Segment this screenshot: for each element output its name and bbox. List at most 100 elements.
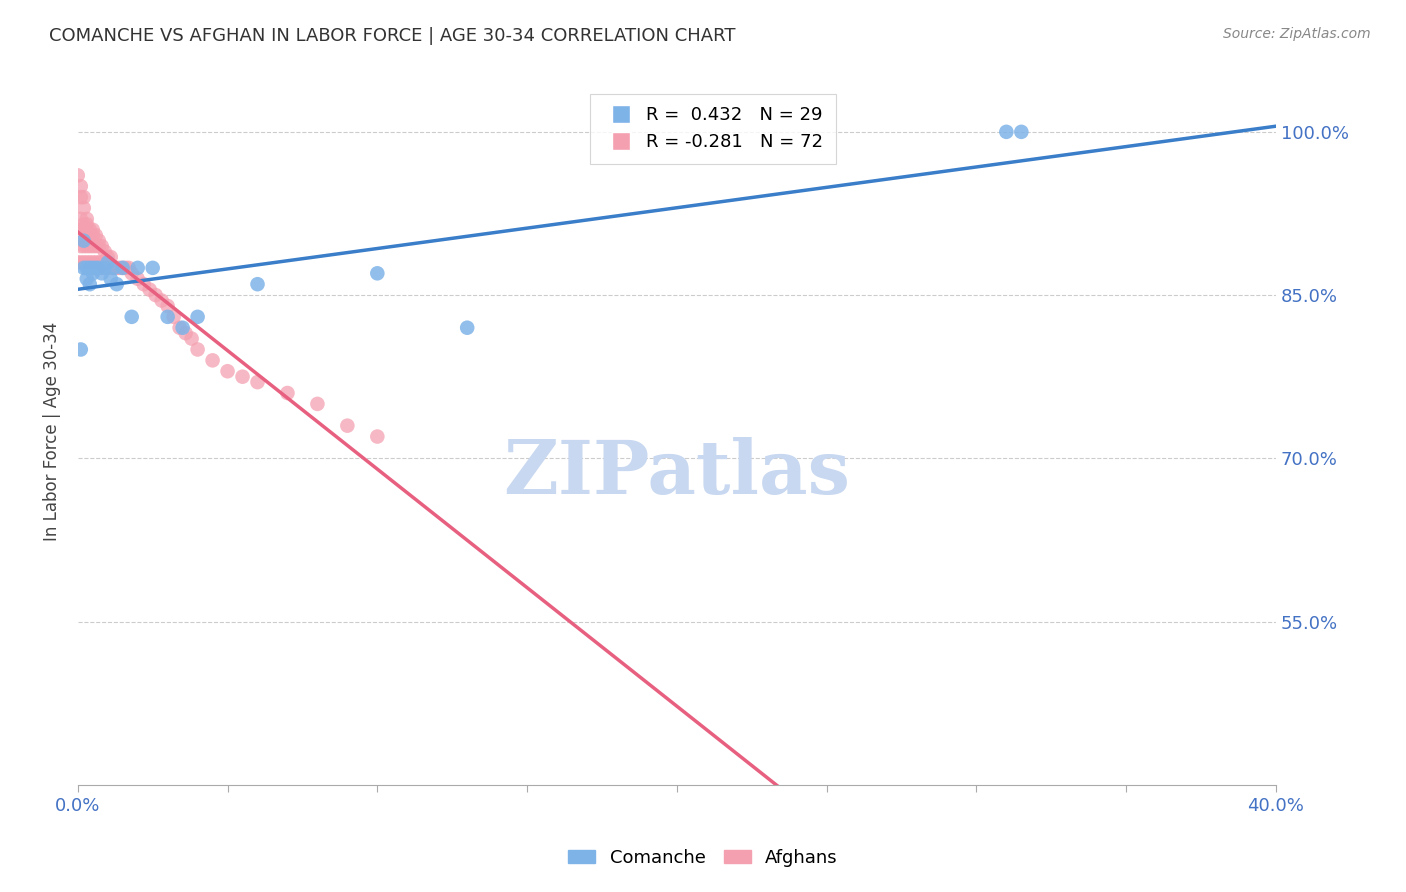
Point (82, 255, 104, 269)
Point (79, 260, 101, 275)
Point (93, 244, 115, 259)
Point (217, 364, 239, 378)
Point (174, 326, 197, 340)
Point (111, 260, 134, 275)
Point (90, 239, 112, 253)
Point (73, 201, 96, 215)
Point (76, 239, 98, 253)
Point (127, 272, 149, 286)
Point (100, 260, 122, 275)
Point (79, 234, 101, 248)
Point (73, 223, 96, 237)
Point (73, 234, 96, 248)
Point (76, 255, 98, 269)
Point (366, 266, 388, 280)
Text: ZIPatlas: ZIPatlas (503, 437, 851, 510)
Point (366, 429, 388, 443)
Point (84, 239, 107, 253)
Legend: Comanche, Afghans: Comanche, Afghans (561, 842, 845, 874)
Point (169, 320, 191, 334)
Point (118, 260, 141, 275)
Point (187, 310, 209, 324)
Text: Source: ZipAtlas.com: Source: ZipAtlas.com (1223, 27, 1371, 41)
Point (995, 125, 1018, 139)
Point (103, 260, 125, 275)
Point (66, 255, 89, 269)
Point (87, 234, 110, 248)
Point (276, 386, 298, 401)
Point (79, 277, 101, 292)
Point (82, 223, 104, 237)
Point (79, 239, 101, 253)
Point (121, 310, 143, 324)
Point (73, 190, 96, 204)
Point (79, 255, 101, 269)
Point (69, 211, 91, 226)
Point (73, 218, 96, 232)
Point (156, 310, 179, 324)
Point (336, 418, 359, 433)
Point (79, 223, 101, 237)
Point (84, 260, 107, 275)
Point (307, 397, 329, 411)
Point (87, 239, 110, 253)
Point (73, 234, 96, 248)
Point (121, 266, 143, 280)
Point (90, 266, 112, 280)
Point (132, 277, 155, 292)
Text: COMANCHE VS AFGHAN IN LABOR FORCE | AGE 30-34 CORRELATION CHART: COMANCHE VS AFGHAN IN LABOR FORCE | AGE … (49, 27, 735, 45)
Point (156, 299, 179, 313)
Point (76, 234, 98, 248)
Point (93, 260, 115, 275)
Point (69, 255, 91, 269)
Point (76, 260, 98, 275)
Legend: R =  0.432   N = 29, R = -0.281   N = 72: R = 0.432 N = 29, R = -0.281 N = 72 (591, 94, 835, 164)
Point (76, 211, 98, 226)
Point (97, 250, 120, 264)
Point (127, 260, 149, 275)
Point (82, 266, 104, 280)
Point (162, 310, 184, 324)
Point (73, 239, 96, 253)
Point (82, 228, 104, 243)
Point (172, 320, 194, 334)
Point (180, 332, 202, 346)
Point (82, 260, 104, 275)
Point (103, 260, 125, 275)
Point (201, 353, 224, 368)
Point (87, 255, 110, 269)
Point (105, 260, 128, 275)
Point (84, 255, 107, 269)
Point (73, 260, 96, 275)
Point (246, 277, 269, 292)
Point (456, 320, 478, 334)
Point (108, 260, 131, 275)
Point (145, 288, 167, 302)
Point (232, 369, 254, 384)
Point (114, 260, 136, 275)
Y-axis label: In Labor Force | Age 30-34: In Labor Force | Age 30-34 (44, 321, 60, 541)
Point (76, 272, 98, 286)
Point (76, 223, 98, 237)
Point (76, 218, 98, 232)
Point (90, 255, 112, 269)
Point (150, 293, 173, 308)
Point (105, 277, 128, 292)
Point (84, 228, 107, 243)
Point (79, 228, 101, 243)
Point (111, 260, 134, 275)
Point (69, 190, 91, 204)
Point (66, 169, 89, 183)
Point (90, 260, 112, 275)
Point (138, 283, 160, 297)
Point (97, 255, 120, 269)
Point (87, 260, 110, 275)
Point (93, 260, 115, 275)
Point (82, 239, 104, 253)
Point (1010, 125, 1032, 139)
Point (187, 343, 209, 357)
Point (69, 223, 91, 237)
Point (73, 255, 96, 269)
Point (69, 179, 91, 194)
Point (69, 343, 91, 357)
